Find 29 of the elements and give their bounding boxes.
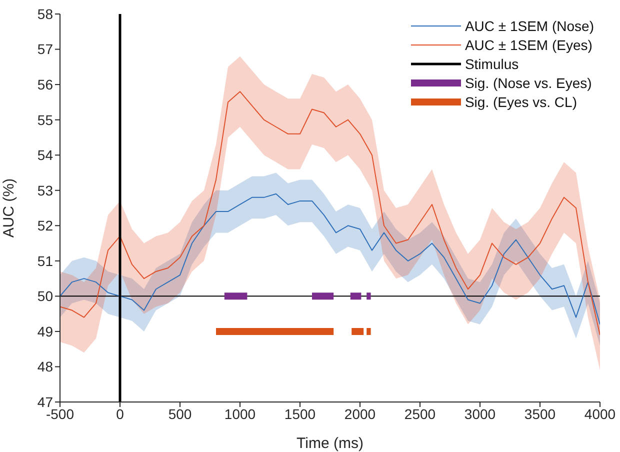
y-tick-label: 51 bbox=[37, 252, 54, 269]
x-tick-label: 0 bbox=[116, 406, 124, 422]
legend-label: Sig. (Nose vs. Eyes) bbox=[464, 74, 592, 90]
y-tick-label: 48 bbox=[37, 358, 54, 375]
x-tick-label: 2000 bbox=[344, 406, 376, 422]
x-tick-label: 3500 bbox=[524, 406, 556, 422]
y-tick-label: 53 bbox=[37, 182, 54, 198]
x-tick-label: 1500 bbox=[284, 406, 316, 422]
x-tick-label: 500 bbox=[168, 406, 192, 422]
legend-label: Sig. (Eyes vs. CL) bbox=[464, 94, 577, 110]
y-tick-label: 55 bbox=[37, 112, 54, 128]
legend-label: AUC ± 1SEM (Eyes) bbox=[464, 36, 592, 52]
legend-label: AUC ± 1SEM (Nose) bbox=[464, 18, 594, 34]
y-tick-label: 54 bbox=[37, 147, 54, 164]
x-tick-label: 3000 bbox=[464, 406, 496, 422]
y-tick-label: 52 bbox=[37, 218, 54, 234]
legend-label: Stimulus bbox=[464, 56, 519, 72]
y-axis-title: AUC (%) bbox=[0, 178, 18, 238]
line-series bbox=[60, 91, 600, 336]
y-tick-label: 57 bbox=[37, 41, 54, 58]
x-tick-label: 2500 bbox=[404, 406, 436, 422]
y-tick-label: 56 bbox=[37, 76, 54, 93]
y-tick-label: 50 bbox=[37, 288, 54, 304]
y-tick-label: 58 bbox=[37, 6, 54, 22]
y-tick-label: 49 bbox=[37, 323, 54, 340]
x-tick-label: 1000 bbox=[224, 406, 256, 422]
x-axis-title: Time (ms) bbox=[296, 435, 364, 452]
line-series bbox=[60, 193, 600, 325]
x-tick-label: 4000 bbox=[584, 406, 616, 422]
